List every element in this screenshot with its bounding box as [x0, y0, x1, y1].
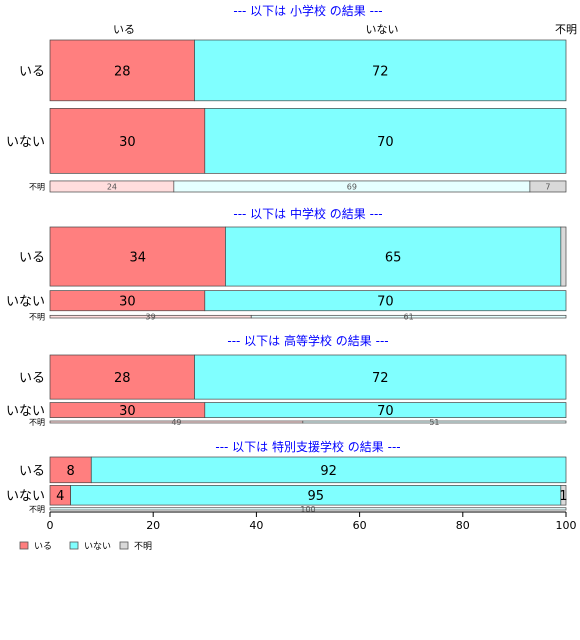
legend-swatch-inai [69, 541, 79, 550]
bar-segment [49, 507, 567, 511]
panel-title: --- 以下は 特別支援学校 の結果 --- [215, 439, 400, 454]
legend-label-inai: いない [84, 541, 111, 552]
data-label: 30 [119, 295, 136, 310]
bar-segment [49, 354, 195, 400]
bar-segment [204, 290, 567, 312]
data-label: 34 [129, 251, 146, 266]
row-label: いる [19, 251, 45, 266]
bar-segment [194, 354, 567, 400]
bar-row: いない 30 70 [6, 402, 567, 419]
data-label: 72 [372, 371, 389, 386]
row-label: いない [6, 135, 45, 150]
row-label: いない [6, 295, 45, 310]
x-tick-label: 0 [47, 519, 54, 532]
bar-segment [250, 314, 567, 319]
bar-segment [49, 108, 206, 174]
bar-row: いない 30 70 [6, 290, 567, 312]
data-label: 72 [372, 64, 389, 79]
bar-segment [302, 420, 567, 424]
panel-4: --- 以下は 特別支援学校 の結果 --- いる 8 92 いない 4 95 1 不明 100 [6, 439, 568, 514]
column-header-inai: いない [366, 23, 399, 36]
legend-swatch-fumei [119, 541, 129, 550]
bar-row: いる 28 72 [19, 39, 567, 102]
bar-segment [194, 39, 567, 102]
row-label: いない [6, 404, 45, 419]
data-label: 7 [545, 182, 550, 191]
bar-row: 不明 39 61 [29, 313, 567, 322]
data-label: 28 [114, 64, 131, 79]
legend-swatch-iru [19, 541, 29, 550]
data-label: 49 [171, 418, 181, 427]
x-tick-label: 20 [146, 519, 160, 532]
panel-title: --- 以下は 小学校 の結果 --- [233, 3, 382, 18]
legend: いる いない 不明 [19, 541, 152, 552]
legend-label-fumei: 不明 [134, 541, 152, 552]
data-label: 70 [377, 135, 394, 150]
panel-3: --- 以下は 高等学校 の結果 --- いる 28 72 いない 30 70 不明 49 51 [6, 333, 567, 427]
row-label: 不明 [29, 182, 45, 191]
panel-title: --- 以下は 高等学校 の結果 --- [227, 333, 388, 348]
data-label: 95 [307, 489, 324, 504]
row-label: 不明 [29, 505, 45, 514]
row-label: 不明 [29, 313, 45, 322]
bar-row: いる 28 72 [19, 354, 567, 400]
data-label: 30 [119, 404, 136, 419]
bar-segment [529, 180, 567, 193]
bar-segment [225, 226, 562, 287]
bar-row: 不明 24 69 7 [29, 180, 567, 193]
x-tick-label: 40 [249, 519, 263, 532]
column-header-fumei: 不明 [555, 23, 577, 36]
bar-row: いない 30 70 [6, 108, 567, 174]
data-label: 70 [377, 404, 394, 419]
x-axis: 0 20 40 60 80 100 [47, 511, 577, 532]
bar-segment [560, 485, 567, 506]
bar-segment [90, 456, 567, 484]
data-label: 39 [146, 313, 156, 322]
bar-row: いない 4 95 1 [6, 485, 568, 506]
row-label: いない [6, 489, 45, 504]
data-label: 1 [559, 489, 567, 504]
data-label: 65 [385, 251, 402, 266]
data-label: 69 [347, 182, 357, 191]
bar-row: 不明 49 51 [29, 418, 567, 427]
panel-1: --- 以下は 小学校 の結果 --- いる 28 72 いない 30 70 不明 24 69 7 [6, 3, 567, 193]
x-tick-label: 100 [556, 519, 577, 532]
bar-segment [560, 226, 567, 287]
data-label: 61 [404, 313, 414, 322]
column-header-iru: いる [113, 23, 135, 36]
row-label: いる [19, 464, 45, 479]
bar-row: いる 34 65 [19, 226, 567, 287]
panel-2: --- 以下は 中学校 の結果 --- いる 34 65 いない 30 70 不明 39 61 [6, 206, 567, 322]
x-tick-label: 60 [353, 519, 367, 532]
data-label: 4 [56, 489, 64, 504]
data-label: 28 [114, 371, 131, 386]
legend-label-iru: いる [34, 541, 52, 552]
column-headers: いる いない 不明 [113, 23, 577, 36]
data-label: 70 [377, 295, 394, 310]
bar-row: いる 8 92 [19, 456, 567, 484]
bar-segment [204, 108, 567, 174]
row-label: 不明 [29, 418, 45, 427]
data-label: 8 [66, 464, 74, 479]
bar-segment [49, 39, 195, 102]
bar-segment [49, 226, 226, 287]
bar-segment [204, 402, 567, 418]
bar-row: 不明 100 [29, 505, 567, 514]
row-label: いる [19, 64, 45, 79]
bar-segment [49, 456, 92, 484]
row-label: いる [19, 371, 45, 386]
data-label: 30 [119, 135, 136, 150]
panel-title: --- 以下は 中学校 の結果 --- [233, 206, 382, 221]
x-tick-label: 80 [456, 519, 470, 532]
data-label: 24 [107, 182, 117, 191]
data-label: 100 [300, 505, 315, 514]
data-label: 92 [320, 464, 337, 479]
data-label: 51 [429, 418, 439, 427]
